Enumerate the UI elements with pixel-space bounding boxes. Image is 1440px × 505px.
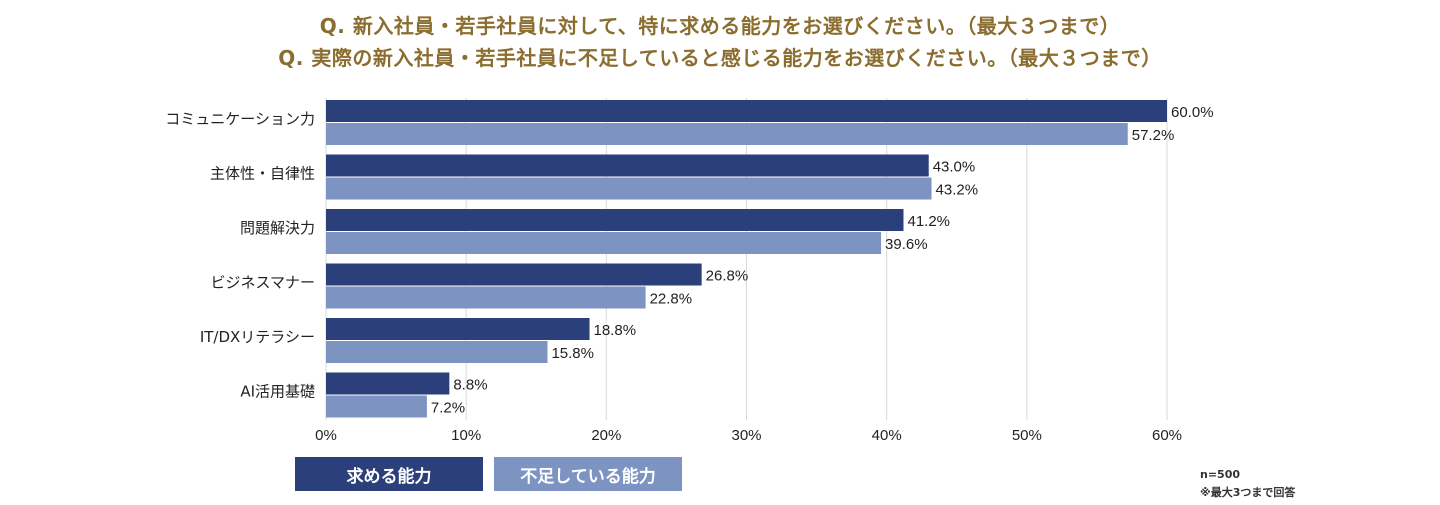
x-tick-label: 50%	[1012, 427, 1042, 444]
bar-series1	[326, 209, 904, 231]
category-label: AI活用基礎	[240, 383, 315, 401]
legend-series1: 求める能力	[295, 457, 483, 491]
data-label: 39.6%	[885, 236, 928, 253]
sample-size-note: n=500	[1200, 468, 1241, 481]
x-tick-label: 0%	[315, 427, 337, 444]
bar-series1	[326, 372, 450, 395]
bar-series2	[326, 286, 646, 309]
bar-series1	[326, 100, 1167, 122]
category-label: ビジネスマナー	[210, 274, 315, 292]
x-tick-label: 40%	[872, 427, 902, 444]
answer-limit-note: ※最大3つまで回答	[1200, 486, 1296, 499]
chart-title-line1: Q. 新入社員・若手社員に対して、特に求める能力をお選びください。（最大３つまで…	[319, 14, 1121, 38]
x-tick-label: 60%	[1152, 427, 1182, 444]
bar-series2	[326, 232, 882, 254]
bar-series2	[326, 395, 427, 418]
chart-title-line2: Q. 実際の新入社員・若手社員に不足していると感じる能力をお選びください。（最大…	[278, 46, 1162, 70]
bar-series1	[326, 318, 590, 340]
bar-series2	[326, 123, 1128, 145]
data-label: 15.8%	[551, 345, 594, 362]
legend-series2: 不足している能力	[494, 457, 682, 491]
bar-series2	[326, 177, 932, 200]
x-tick-label: 30%	[731, 427, 761, 444]
category-label: コミュニケーション力	[165, 110, 315, 128]
data-label: 41.2%	[907, 213, 950, 230]
bar-series1	[326, 154, 929, 177]
bar-series1	[326, 263, 702, 286]
x-tick-label: 20%	[591, 427, 621, 444]
category-label: IT/DXリテラシー	[200, 328, 315, 346]
data-label: 43.2%	[936, 182, 979, 199]
bar-series2	[326, 341, 548, 363]
data-label: 26.8%	[706, 268, 749, 285]
data-label: 57.2%	[1132, 127, 1175, 144]
category-label: 主体性・自律性	[210, 165, 315, 183]
data-label: 43.0%	[933, 159, 976, 176]
data-label: 7.2%	[431, 400, 465, 417]
data-label: 18.8%	[594, 322, 637, 339]
category-label: 問題解決力	[240, 219, 315, 237]
x-tick-label: 10%	[451, 427, 481, 444]
data-label: 22.8%	[650, 291, 693, 308]
data-label: 60.0%	[1171, 104, 1214, 121]
data-label: 8.8%	[453, 377, 487, 394]
